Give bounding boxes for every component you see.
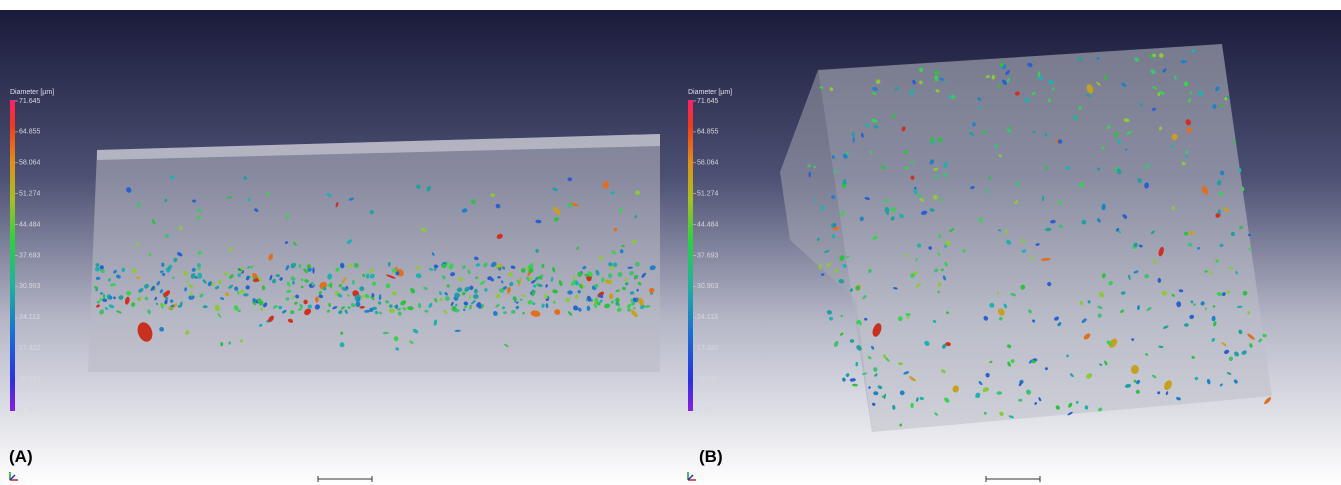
colorbar-label: 30.903 bbox=[697, 283, 719, 290]
colorbar-label: 10.532 bbox=[19, 376, 41, 383]
pore bbox=[911, 176, 915, 180]
colorbar-label: 64.855 bbox=[19, 129, 41, 136]
colorbar bbox=[10, 100, 15, 411]
colorbar-label: 51.274 bbox=[697, 191, 719, 198]
colorbar-label: 71.645 bbox=[19, 98, 41, 105]
pore bbox=[315, 297, 319, 303]
colorbar-label: 3.742 bbox=[697, 407, 715, 414]
colorbar-label: 17.322 bbox=[19, 345, 41, 352]
volume bbox=[88, 134, 660, 372]
pore bbox=[312, 267, 314, 273]
colorbar-title: Diameter [µm] bbox=[688, 89, 732, 96]
colorbar bbox=[688, 100, 693, 411]
colorbar-label: 58.064 bbox=[697, 160, 719, 167]
colorbar-label: 3.742 bbox=[19, 407, 37, 414]
pore bbox=[161, 263, 164, 267]
colorbar-label: 44.484 bbox=[697, 221, 719, 228]
colorbar-title: Diameter [µm] bbox=[10, 89, 54, 96]
colorbar-label: 30.903 bbox=[19, 283, 41, 290]
colorbar-label: 37.693 bbox=[19, 252, 41, 259]
panel-label: (B) bbox=[699, 447, 723, 466]
colorbar-label: 51.274 bbox=[19, 191, 41, 198]
colorbar-label: 37.693 bbox=[697, 252, 719, 259]
panel-label: (A) bbox=[9, 447, 33, 466]
colorbar-label: 58.064 bbox=[19, 160, 41, 167]
colorbar-label: 10.532 bbox=[697, 376, 719, 383]
colorbar-label: 24.113 bbox=[697, 314, 718, 321]
pore bbox=[220, 342, 223, 346]
pore bbox=[809, 172, 811, 178]
colorbar-label: 64.855 bbox=[697, 129, 719, 136]
volume bbox=[818, 44, 1272, 432]
pore bbox=[573, 275, 575, 281]
colorbar-label: 17.322 bbox=[697, 345, 719, 352]
pore bbox=[910, 403, 913, 409]
colorbar-label: 71.645 bbox=[697, 98, 719, 105]
colorbar-label: 44.484 bbox=[19, 221, 41, 228]
pore bbox=[197, 273, 202, 279]
colorbar-label: 24.113 bbox=[19, 314, 40, 321]
